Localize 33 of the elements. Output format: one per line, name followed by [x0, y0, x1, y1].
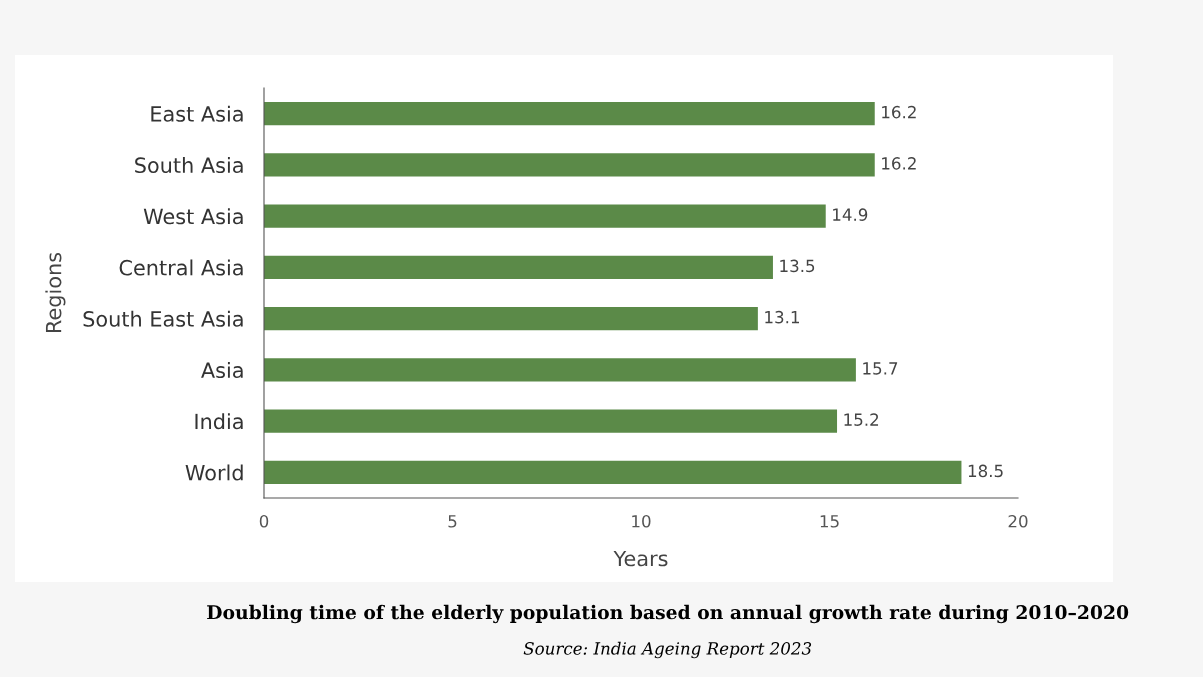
data-label: 16.2	[882, 105, 916, 119]
bar	[264, 307, 758, 331]
y-tick-label: East Asia	[151, 105, 243, 122]
bar	[264, 255, 773, 279]
data-label: 15.7	[863, 362, 898, 375]
data-label: 16.2	[882, 157, 916, 170]
x-axis-title: Years	[613, 550, 668, 567]
y-axis-title: Regions	[45, 252, 66, 333]
y-tick-label: West Asia	[143, 208, 243, 225]
data-label: 14.9	[833, 208, 868, 221]
y-tick-label: South Asia	[135, 156, 243, 174]
y-tick-label: Asia	[201, 361, 243, 379]
source-note: Source: India Ageing Report 2023	[523, 641, 812, 659]
x-tick-label: 15	[820, 515, 839, 528]
x-tick-label: 5	[448, 515, 457, 528]
bar	[264, 358, 856, 382]
y-tick-label: World	[185, 464, 243, 481]
data-label: 13.1	[765, 310, 799, 324]
y-tick-label: Central Asia	[119, 259, 243, 276]
bar	[264, 153, 875, 177]
y-tick-label: India	[195, 413, 243, 430]
text: Doubling time of the elderly population based on annual growth rate during 2010–2020	[207, 604, 1129, 624]
bar	[264, 204, 826, 228]
data-label: 18.5	[968, 464, 1003, 478]
bar	[264, 409, 838, 433]
bar	[264, 460, 962, 484]
x-tick-label: 10	[632, 514, 651, 528]
data-label: 15.2	[844, 413, 879, 426]
x-tick-label: 20	[1008, 514, 1028, 528]
y-tick-label: South East Asia	[83, 310, 243, 327]
data-label: 13.5	[780, 259, 815, 273]
bar	[264, 102, 875, 126]
x-tick-label: 0	[259, 514, 269, 528]
